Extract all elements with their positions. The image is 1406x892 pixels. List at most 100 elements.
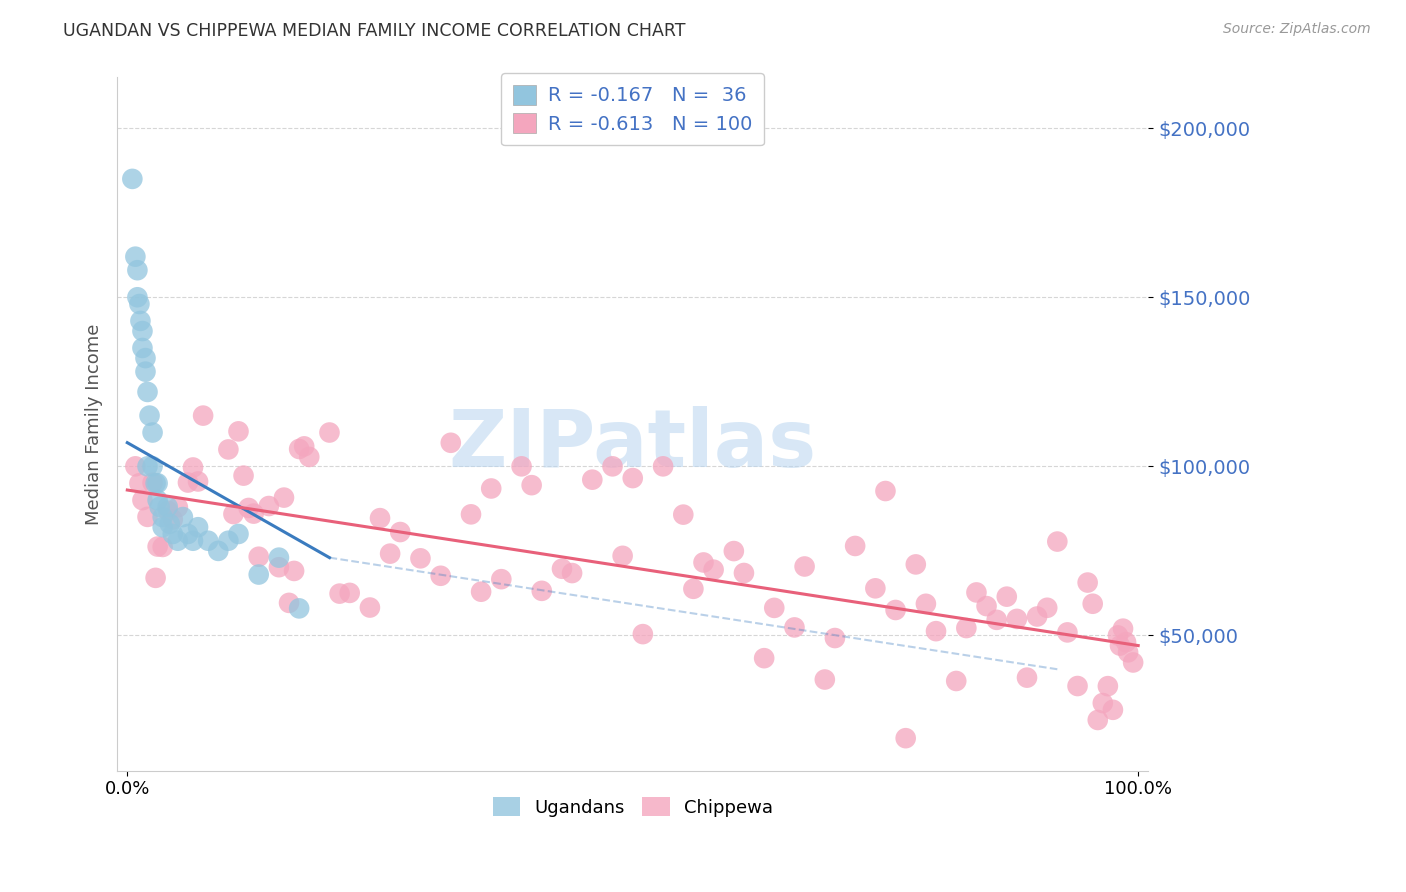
Point [191, 409, 214, 423]
Point [146, 476, 169, 491]
Point [129, 314, 152, 328]
Point [298, 450, 321, 464]
Point [1015, 671, 1038, 685]
Point [278, 596, 301, 610]
Point [238, 500, 260, 515]
Point [824, 631, 846, 645]
Point [228, 425, 250, 439]
Point [273, 491, 295, 505]
Text: ZIPatlas: ZIPatlas [449, 406, 817, 483]
Point [631, 627, 654, 641]
Point [152, 540, 174, 554]
Point [1026, 609, 1049, 624]
Point [136, 459, 159, 474]
Point [156, 504, 179, 518]
Point [844, 539, 866, 553]
Legend: Ugandans, Chippewa: Ugandans, Chippewa [485, 790, 780, 824]
Point [723, 544, 745, 558]
Point [1081, 597, 1104, 611]
Point [1056, 625, 1078, 640]
Point [124, 250, 146, 264]
Point [581, 473, 603, 487]
Point [131, 493, 153, 508]
Y-axis label: Median Family Income: Median Family Income [86, 324, 103, 524]
Point [152, 520, 174, 534]
Point [1122, 656, 1144, 670]
Point [359, 600, 381, 615]
Point [142, 459, 165, 474]
Point [551, 562, 574, 576]
Point [530, 583, 553, 598]
Point [1109, 639, 1132, 653]
Point [389, 524, 412, 539]
Point [145, 476, 167, 491]
Point [884, 603, 907, 617]
Point [247, 549, 270, 564]
Point [152, 510, 174, 524]
Point [1077, 575, 1099, 590]
Point [955, 621, 977, 635]
Point [1102, 703, 1125, 717]
Point [520, 478, 543, 492]
Point [146, 540, 169, 554]
Point [1091, 696, 1114, 710]
Point [127, 263, 149, 277]
Point [247, 567, 270, 582]
Point [865, 582, 887, 596]
Point [733, 566, 755, 580]
Point [217, 533, 239, 548]
Point [894, 731, 917, 746]
Point [145, 571, 167, 585]
Point [121, 172, 143, 186]
Point [915, 597, 938, 611]
Point [1046, 534, 1069, 549]
Point [181, 460, 204, 475]
Point [128, 476, 150, 491]
Point [682, 582, 704, 596]
Point [222, 507, 245, 521]
Point [149, 500, 172, 514]
Point [146, 493, 169, 508]
Point [267, 560, 290, 574]
Point [763, 600, 786, 615]
Point [1005, 612, 1028, 626]
Point [672, 508, 695, 522]
Point [128, 297, 150, 311]
Point [814, 673, 837, 687]
Point [692, 556, 714, 570]
Point [1036, 600, 1059, 615]
Point [339, 586, 361, 600]
Point [329, 586, 352, 600]
Point [136, 509, 159, 524]
Point [440, 435, 463, 450]
Point [368, 511, 391, 525]
Point [127, 290, 149, 304]
Point [162, 512, 184, 526]
Point [232, 468, 254, 483]
Point [875, 483, 897, 498]
Point [187, 520, 209, 534]
Point [134, 351, 156, 365]
Point [612, 549, 634, 563]
Point [187, 475, 209, 489]
Point [986, 613, 1008, 627]
Point [142, 425, 165, 440]
Point [159, 516, 181, 531]
Point [965, 585, 987, 599]
Point [409, 551, 432, 566]
Point [142, 475, 165, 490]
Point [177, 527, 200, 541]
Point [136, 384, 159, 399]
Point [793, 559, 815, 574]
Point [217, 442, 239, 457]
Point [479, 482, 502, 496]
Point [318, 425, 340, 440]
Point [177, 475, 200, 490]
Point [1112, 622, 1135, 636]
Point [1116, 645, 1139, 659]
Point [460, 508, 482, 522]
Point [1097, 679, 1119, 693]
Point [172, 510, 194, 524]
Point [166, 533, 188, 548]
Point [621, 471, 644, 485]
